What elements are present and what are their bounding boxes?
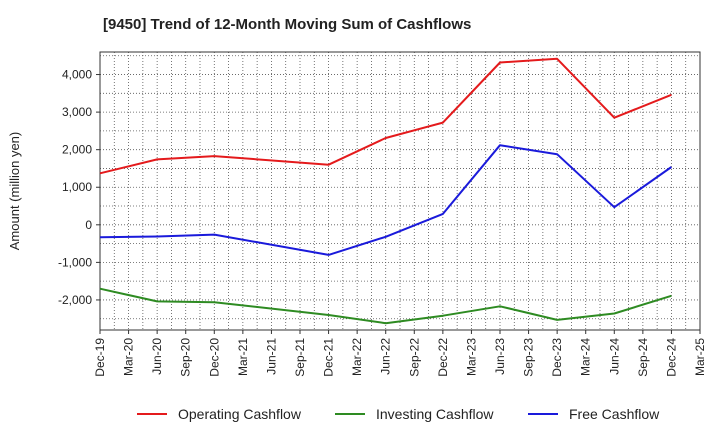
x-tick-label: Jun-21 [264,338,278,375]
x-tick-label: Dec-21 [322,338,336,377]
x-tick-label: Sep-24 [636,338,650,377]
x-tick-label: Dec-23 [550,338,564,377]
x-tick-label: Sep-22 [407,338,421,377]
series-line-investing-cashflow [99,287,672,325]
legend-label: Free Cashflow [569,406,660,422]
y-tick-label: 1,000 [62,180,92,194]
series-line-free-cashflow [99,144,672,256]
x-tick-label: Dec-20 [207,338,221,377]
grid [99,52,701,330]
legend-label: Operating Cashflow [178,406,302,422]
x-tick-label: Jun-23 [493,338,507,375]
chart-title: [9450] Trend of 12-Month Moving Sum of C… [103,16,472,33]
x-tick-label: Jun-24 [607,338,621,375]
y-tick-label: 0 [85,218,92,232]
plot-frame [99,51,701,331]
x-tick-label: Sep-23 [522,338,536,377]
y-tick-label: 2,000 [62,143,92,157]
y-tick-label: 4,000 [62,68,92,82]
tick-labels: -2,000 -1,000 0 1,000 2,000 3,000 4,000 Dec-19 M… [58,68,707,377]
x-tick-label: Sep-21 [293,338,307,377]
y-axis-title: Amount (million yen) [7,132,22,251]
axes [96,51,701,334]
legend-label: Investing Cashflow [376,406,494,422]
x-tick-label: Mar-24 [579,338,593,376]
x-tick-label: Mar-20 [122,338,136,376]
x-tick-label: Sep-20 [179,338,193,377]
x-tick-label: Dec-22 [436,338,450,377]
x-tick-label: Mar-22 [350,338,364,376]
x-tick-label: Dec-19 [93,338,107,377]
legend: Operating Cashflow Investing Cashflow Free… [137,406,660,422]
x-tick-label: Jun-20 [150,338,164,375]
x-tick-label: Mar-21 [236,338,250,376]
series-line-operating-cashflow [99,57,672,175]
x-tick-label: Mar-25 [693,338,707,376]
y-tick-label: -2,000 [58,293,92,307]
x-tick-label: Dec-24 [664,338,678,377]
x-tick-label: Mar-23 [464,338,478,376]
x-tick-label: Jun-22 [379,338,393,375]
y-tick-label: 3,000 [62,105,92,119]
series-lines [99,57,672,325]
y-tick-label: -1,000 [58,255,92,269]
